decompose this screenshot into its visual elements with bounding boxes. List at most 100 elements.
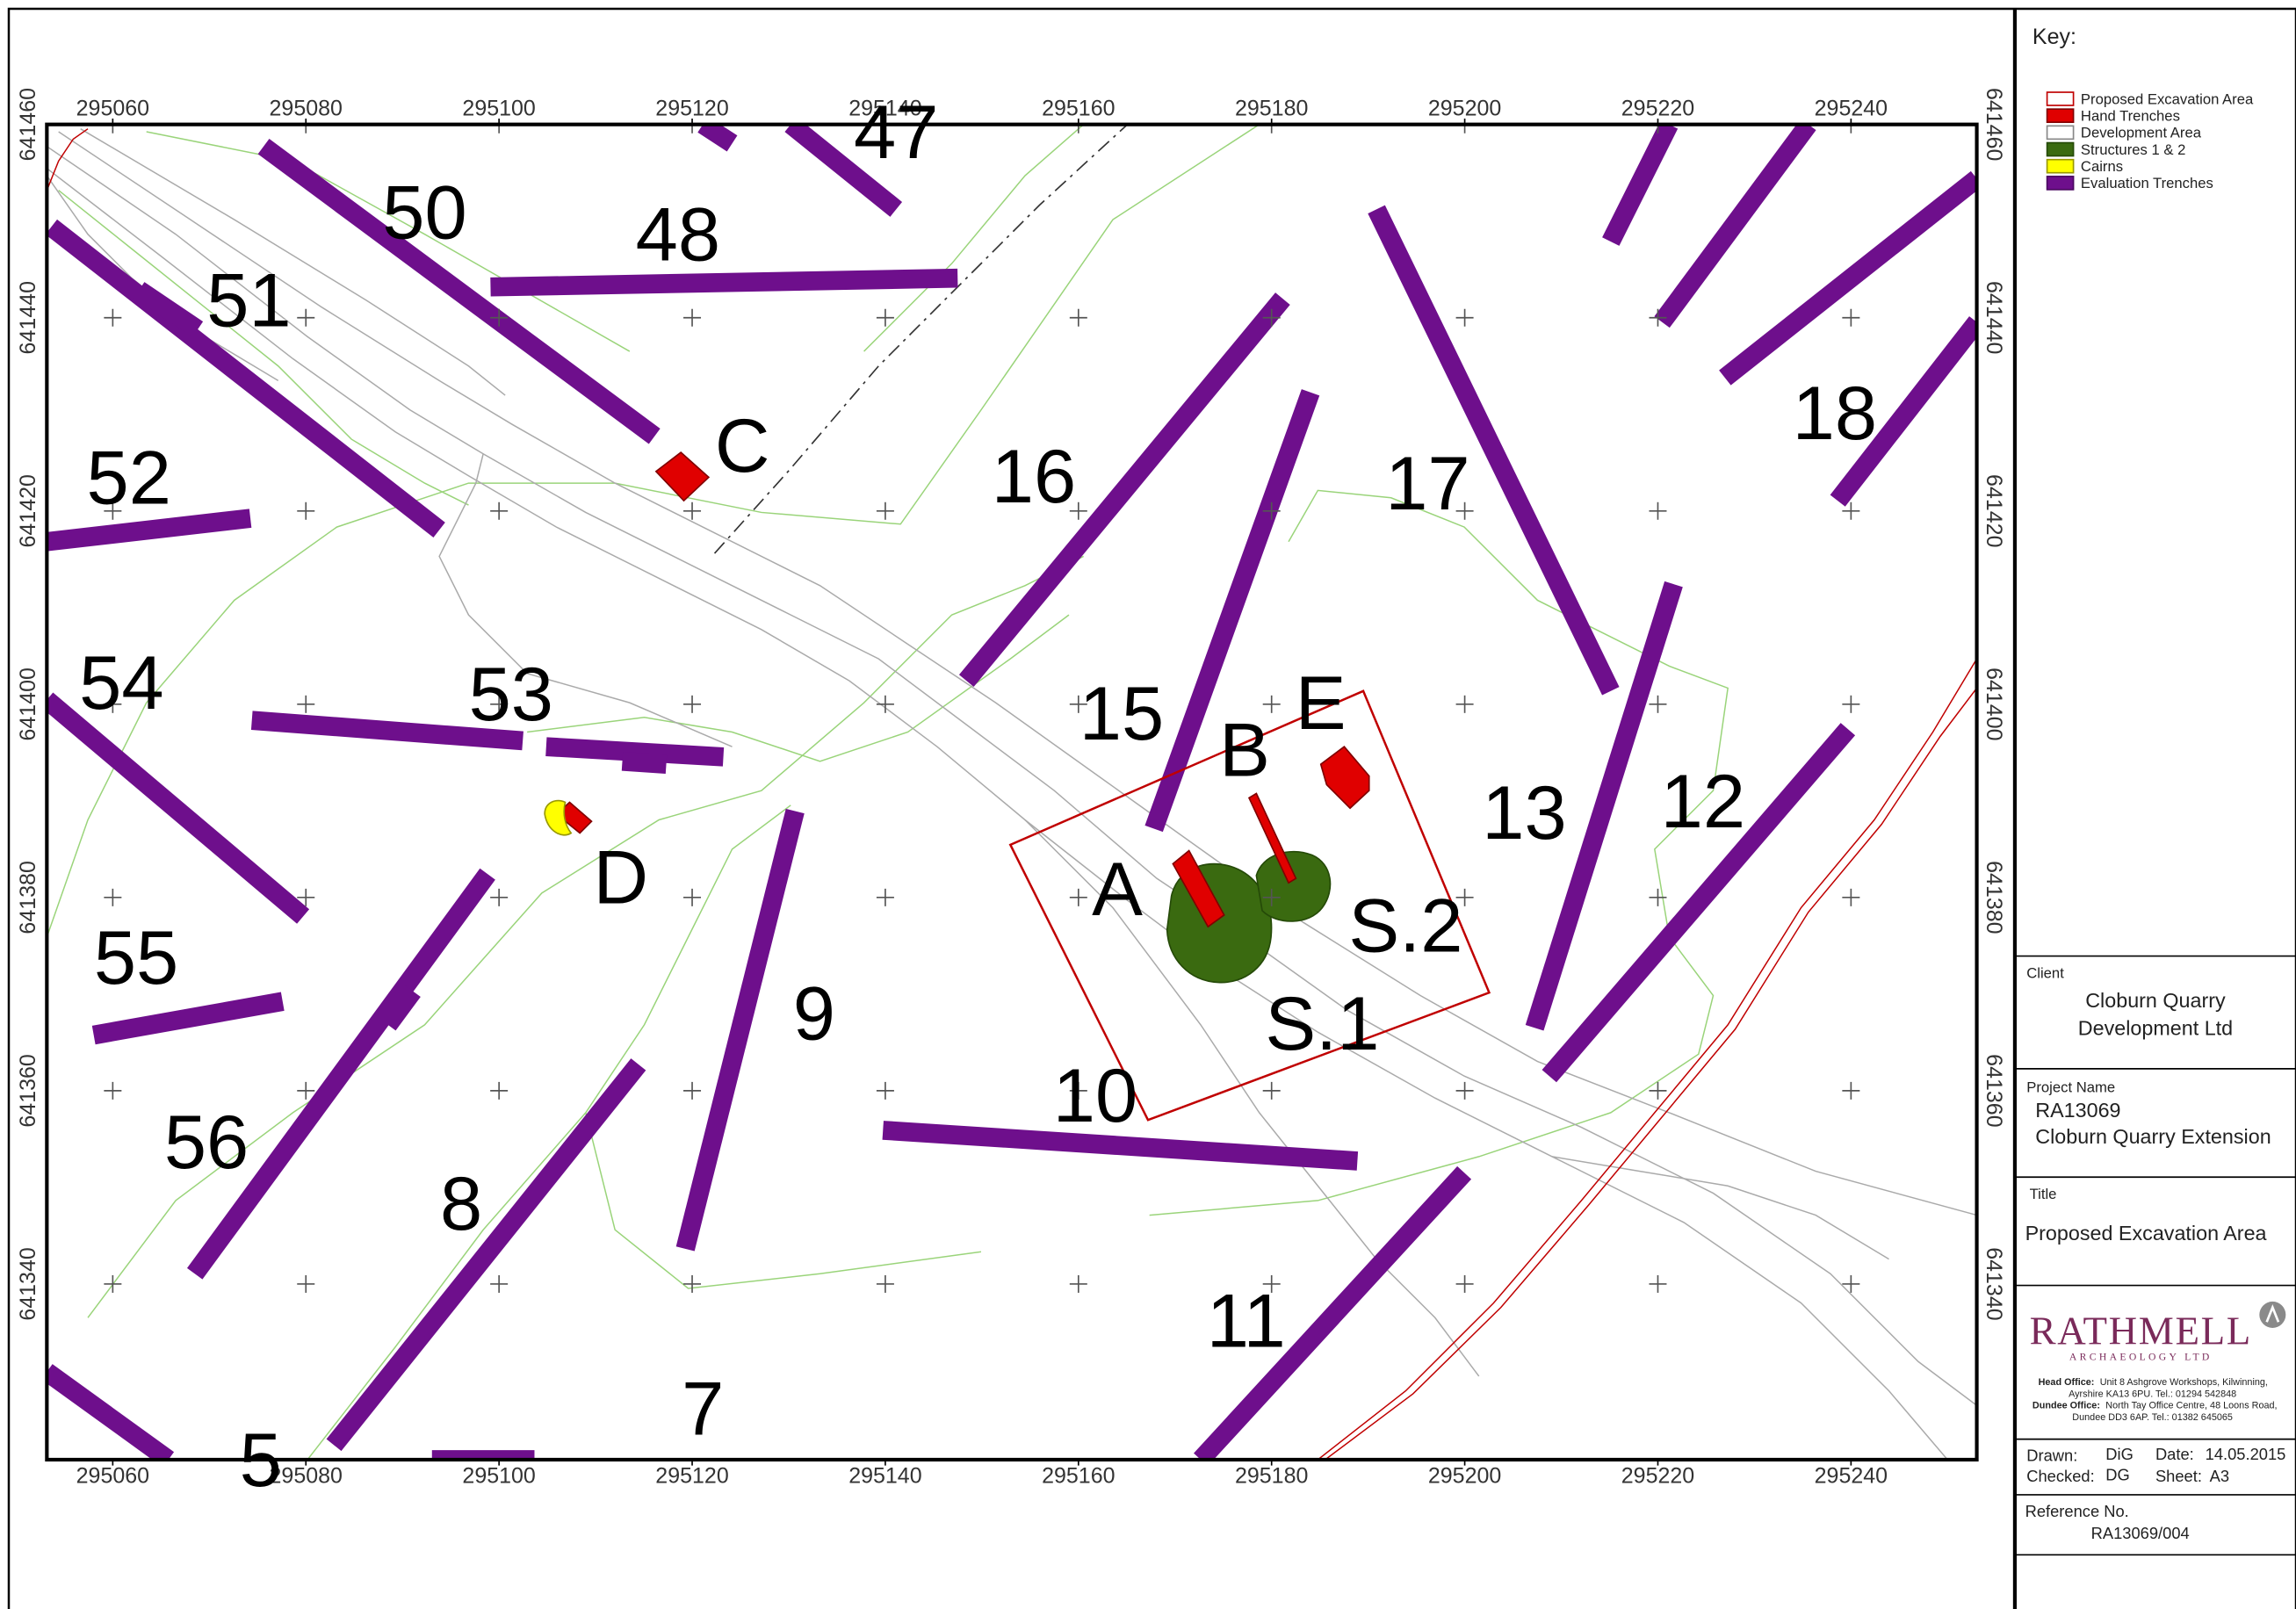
trench-17 xyxy=(1368,205,1620,696)
cairn-d[interactable] xyxy=(544,799,573,836)
client-line-2: Development Ltd xyxy=(2078,1017,2233,1040)
northing-tick-label: 641380 xyxy=(1982,861,2006,934)
northing-tick-label: 641420 xyxy=(1982,474,2006,547)
legend-swatch xyxy=(2046,176,2075,191)
client-line-1: Cloburn Quarry xyxy=(2085,989,2226,1012)
northing-tick-label: 641460 xyxy=(16,88,40,161)
easting-tick-label: 295080 xyxy=(270,97,343,121)
trench-55 xyxy=(91,992,285,1045)
trench-top-right-b xyxy=(1654,124,1816,328)
northing-tick-label: 641380 xyxy=(16,861,40,934)
trench-label: E xyxy=(1296,661,1347,746)
lambda-circle-icon xyxy=(2259,1301,2286,1328)
trench-12 xyxy=(1541,723,1856,1083)
trench-label: S.1 xyxy=(1265,982,1379,1066)
date-label: Date: xyxy=(2155,1445,2194,1463)
legend-swatch xyxy=(2046,91,2075,106)
legend-swatch xyxy=(2046,141,2075,157)
trench-51-spur xyxy=(134,282,204,338)
easting-tick-label: 295200 xyxy=(1428,1464,1501,1489)
trench-56-spur xyxy=(380,985,421,1031)
checked-label: Checked: xyxy=(2026,1467,2094,1485)
northing-tick-label: 641460 xyxy=(1982,88,2006,161)
trench-53c xyxy=(621,752,668,774)
date-value: 14.05.2015 xyxy=(2206,1445,2286,1463)
hand-trench-e xyxy=(1319,746,1370,810)
easting-tick-label: 295060 xyxy=(76,1464,149,1489)
structure-2 xyxy=(1255,850,1332,922)
trench-labels: 47 50 48 51 C 16 17 18 52 54 53 15 EB 13 12 D A S.2 55 9 S.1… xyxy=(79,90,1877,1503)
legend-swatch xyxy=(2046,125,2075,141)
hand-trench-c xyxy=(654,451,711,502)
trench-label: A xyxy=(1092,848,1143,932)
trench-label: 17 xyxy=(1385,442,1469,526)
trench-label: 12 xyxy=(1661,760,1745,844)
trench-11 xyxy=(1194,1165,1472,1460)
trench-label: 18 xyxy=(1793,372,1877,456)
trench-top-right-a xyxy=(1602,124,1679,246)
trench-label: B xyxy=(1219,708,1270,792)
trench-47b xyxy=(784,124,903,217)
trench-18a xyxy=(1719,170,1977,386)
company-name: RATHMELL xyxy=(2030,1309,2252,1353)
trench-18b xyxy=(1830,316,1977,507)
drawing-title: Proposed Excavation Area xyxy=(2025,1222,2267,1245)
trench-label: 9 xyxy=(793,972,835,1057)
northing-ticks-right: 641460 641440 641420 641400 641380 641360 6413… xyxy=(1982,88,2006,1321)
trench-15 xyxy=(1144,389,1320,833)
easting-tick-label: 295140 xyxy=(848,1464,921,1489)
trench-label: 52 xyxy=(86,436,170,520)
northing-tick-label: 641360 xyxy=(16,1054,40,1127)
northing-tick-label: 641340 xyxy=(16,1247,40,1320)
trench-13 xyxy=(1525,581,1683,1031)
easting-tick-label: 295160 xyxy=(1042,97,1115,121)
checked-value: DG xyxy=(2105,1465,2130,1483)
trench-47a xyxy=(697,124,738,152)
evaluation-trenches[interactable] xyxy=(47,124,1977,1460)
trench-label: 51 xyxy=(206,259,291,343)
proposed-excavation-area[interactable] xyxy=(1008,689,1491,1122)
hand-trenches[interactable] xyxy=(555,451,1370,928)
trench-bottom-left xyxy=(47,1364,175,1460)
legend-label: Structures 1 & 2 xyxy=(2081,141,2185,158)
easting-tick-label: 295200 xyxy=(1428,97,1501,121)
legend-label: Cairns xyxy=(2081,158,2123,175)
trench-label: 53 xyxy=(469,653,553,737)
reference-value: RA13069/004 xyxy=(2091,1524,2190,1542)
trench-54 xyxy=(47,692,310,924)
sheet-label: Sheet: xyxy=(2155,1467,2202,1485)
trench-53a xyxy=(250,711,523,751)
hand-trench-d xyxy=(555,801,593,834)
trench-label: 5 xyxy=(240,1418,282,1503)
company-sub: ARCHAEOLOGY LTD xyxy=(2069,1352,2213,1363)
trench-51 xyxy=(47,219,445,538)
easting-tick-label: 295120 xyxy=(655,97,728,121)
easting-ticks-bottom: 295060 295080 295100 295120 295140 295160 2951… xyxy=(76,1459,1888,1489)
easting-tick-label: 295060 xyxy=(76,97,149,121)
dash-dot-line xyxy=(713,124,1129,554)
hand-trench-a xyxy=(1172,849,1225,928)
trench-label: 15 xyxy=(1079,672,1164,756)
client-heading: Client xyxy=(2026,965,2064,982)
trench-label: 10 xyxy=(1053,1054,1137,1138)
easting-tick-label: 295220 xyxy=(1621,97,1694,121)
map-border xyxy=(45,122,1979,1462)
easting-tick-label: 295240 xyxy=(1815,97,1888,121)
dundee-office-label: Dundee Office: xyxy=(2032,1401,2100,1411)
reference-heading: Reference No. xyxy=(2025,1502,2129,1520)
trench-label: 11 xyxy=(1207,1280,1286,1364)
legend-label: Proposed Excavation Area xyxy=(2081,90,2254,107)
key-title: Key: xyxy=(2032,25,2076,49)
easting-tick-label: 295080 xyxy=(270,1464,343,1489)
drawn-value: DiG xyxy=(2105,1445,2134,1463)
trench-10 xyxy=(882,1121,1359,1171)
easting-ticks-top: 295060 295080 295100 295120 295140 295160 2951… xyxy=(76,97,1888,125)
trench-48 xyxy=(490,268,958,297)
map-area[interactable]: 295060 295080 295100 295120 295140 295160 2951… xyxy=(16,88,2006,1503)
trench-label: 50 xyxy=(382,171,466,256)
northing-ticks-left: 641460 641440 641420 641400 641380 641360 6413… xyxy=(16,88,40,1321)
map-background xyxy=(47,124,1977,1460)
dundee-office-line-2: Dundee DD3 6AP. Tel.: 01382 645065 xyxy=(2072,1412,2233,1423)
